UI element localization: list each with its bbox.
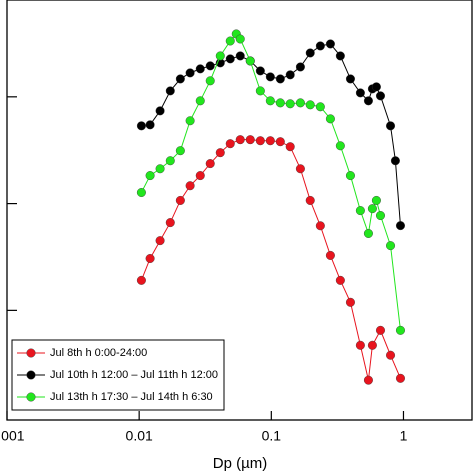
- data-point: [285, 142, 295, 152]
- data-point: [205, 159, 215, 169]
- data-point: [215, 148, 225, 158]
- data-point: [275, 74, 285, 84]
- data-point: [325, 250, 335, 260]
- data-point: [185, 68, 195, 78]
- data-point: [305, 195, 315, 205]
- data-point: [390, 156, 400, 166]
- data-point: [185, 116, 195, 126]
- data-point: [265, 96, 275, 106]
- data-point: [255, 86, 265, 96]
- data-point: [363, 228, 373, 238]
- x-axis-label: Dp (µm): [213, 455, 267, 472]
- data-point: [285, 99, 295, 109]
- data-point: [175, 146, 185, 156]
- data-point: [265, 136, 275, 146]
- data-point: [235, 51, 245, 61]
- data-point: [363, 375, 373, 385]
- data-point: [345, 74, 355, 84]
- data-point: [305, 48, 315, 58]
- data-point: [335, 141, 345, 151]
- data-point: [355, 88, 365, 98]
- data-point: [136, 121, 146, 131]
- data-point: [235, 135, 245, 145]
- x-tick-label: 0.001: [0, 428, 25, 444]
- data-point: [363, 96, 373, 106]
- x-tick-label: 0.1: [262, 428, 282, 444]
- data-point: [315, 102, 325, 112]
- data-point: [395, 221, 405, 231]
- data-point: [386, 350, 396, 360]
- data-point: [355, 340, 365, 350]
- legend-marker: [26, 348, 36, 358]
- data-point: [275, 137, 285, 147]
- data-point: [136, 188, 146, 198]
- data-point: [255, 136, 265, 146]
- data-point: [367, 340, 377, 350]
- data-point: [175, 74, 185, 84]
- data-point: [386, 241, 396, 251]
- data-point: [205, 61, 215, 71]
- data-point: [195, 96, 205, 106]
- legend-marker: [26, 392, 36, 402]
- data-point: [325, 39, 335, 49]
- data-point: [145, 254, 155, 264]
- data-point: [255, 66, 265, 76]
- legend-label: Jul 10th h 12:00 – Jul 11th h 12:00: [50, 369, 218, 381]
- data-point: [375, 91, 385, 101]
- data-point: [225, 36, 235, 46]
- data-point: [295, 62, 305, 72]
- data-point: [325, 114, 335, 124]
- series-line: [140, 139, 401, 381]
- data-point: [205, 76, 215, 86]
- data-point: [165, 218, 175, 228]
- legend-label: Jul 13th h 17:30 – Jul 14th h 6:30: [50, 391, 213, 403]
- data-point: [371, 82, 381, 92]
- data-point: [225, 54, 235, 64]
- data-point: [335, 51, 345, 61]
- data-point: [305, 100, 315, 110]
- data-point: [185, 181, 195, 191]
- data-point: [345, 171, 355, 181]
- data-point: [155, 106, 165, 116]
- data-point: [155, 164, 165, 174]
- data-point: [235, 34, 245, 44]
- data-point: [136, 275, 146, 285]
- data-point: [265, 72, 275, 82]
- data-point: [195, 171, 205, 181]
- data-point: [165, 86, 175, 96]
- data-point: [386, 121, 396, 131]
- data-point: [225, 139, 235, 149]
- data-point: [285, 70, 295, 80]
- x-tick-label: 0.01: [126, 428, 153, 444]
- data-point: [245, 135, 255, 145]
- data-point: [145, 171, 155, 181]
- data-point: [315, 41, 325, 51]
- data-point: [367, 204, 377, 214]
- data-point: [315, 221, 325, 231]
- data-point: [371, 195, 381, 205]
- legend-box: [11, 339, 225, 411]
- data-point: [245, 56, 255, 66]
- data-point: [395, 325, 405, 335]
- data-point: [355, 206, 365, 216]
- data-point: [155, 236, 165, 246]
- legend-label: Jul 8th h 0:00-24:00: [50, 347, 147, 359]
- data-point: [335, 275, 345, 285]
- plot-frame: [6, 0, 473, 421]
- data-point: [175, 195, 185, 205]
- data-point: [165, 156, 175, 166]
- legend-marker: [26, 370, 36, 380]
- data-point: [395, 373, 405, 383]
- data-point: [215, 51, 225, 61]
- data-point: [275, 98, 285, 108]
- data-point: [375, 325, 385, 335]
- x-tick-label: 1: [400, 428, 408, 444]
- data-point: [295, 98, 305, 108]
- data-point: [375, 211, 385, 221]
- data-point: [195, 64, 205, 74]
- data-point: [145, 120, 155, 130]
- data-point: [295, 164, 305, 174]
- data-point: [345, 297, 355, 307]
